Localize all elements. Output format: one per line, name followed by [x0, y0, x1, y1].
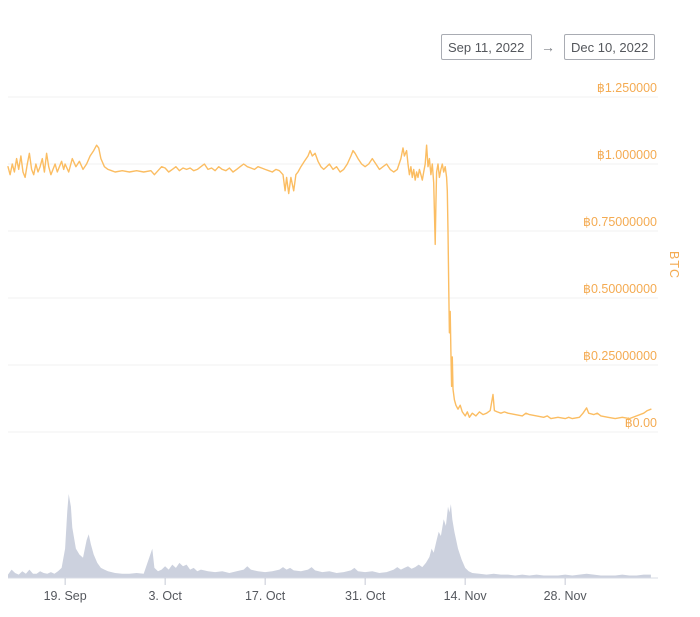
x-axis-label: 17. Oct: [245, 589, 286, 603]
y-axis-label: ฿0.75000000: [583, 215, 657, 229]
y-axis-label: ฿0.00: [625, 416, 657, 430]
y-axis-title: BTC: [667, 251, 681, 279]
volume-area-series[interactable]: [8, 494, 651, 578]
y-axis-label: ฿1.250000: [597, 81, 657, 95]
x-axis-label: 19. Sep: [44, 589, 87, 603]
date-range-picker: →: [441, 34, 655, 60]
arrow-right-icon: →: [541, 39, 555, 55]
y-axis-label: ฿1.000000: [597, 148, 657, 162]
date-from-input[interactable]: [441, 34, 532, 60]
date-to-input[interactable]: [564, 34, 655, 60]
y-axis-label: ฿0.25000000: [583, 349, 657, 363]
x-axis-label: 3. Oct: [148, 589, 182, 603]
x-axis-label: 31. Oct: [345, 589, 386, 603]
x-axis-label: 28. Nov: [544, 589, 588, 603]
y-axis-label: ฿0.50000000: [583, 282, 657, 296]
price-line-series[interactable]: [7, 144, 652, 420]
x-axis-label: 14. Nov: [444, 589, 488, 603]
